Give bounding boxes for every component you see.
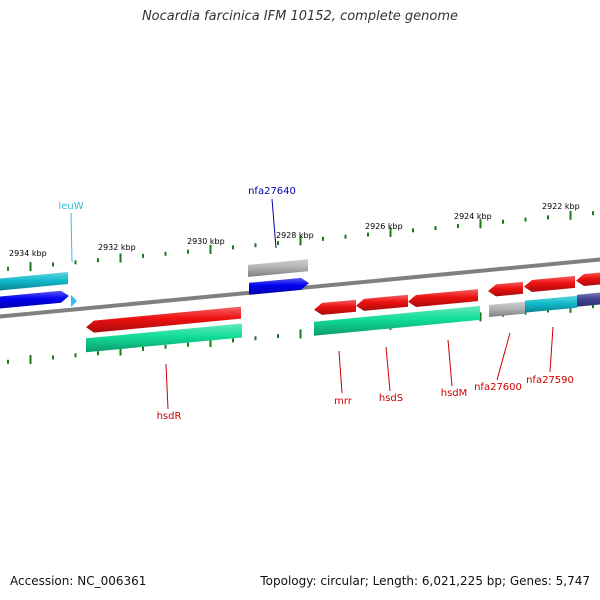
red-gene-arrow [576,272,600,286]
gene-leader-line [165,363,169,410]
gene-leader-line [70,212,73,263]
gene-leader-line [549,326,554,373]
gene-leader-line [496,332,511,381]
gene-leader-line [447,339,453,387]
gene-leader-line [338,350,343,394]
hsdR-gene-arrow [86,306,241,333]
gene-label: nfa27600 [474,382,522,393]
gene-label: nfa27640 [248,186,296,197]
scale-label: 2932 kbp [98,243,136,252]
hsdS-gene-arrow [356,294,408,311]
scale-label: 2928 kbp [276,231,314,240]
cyan-gene-arrow [0,272,68,291]
genome-summary-label: Topology: circular; Length: 6,021,225 bp… [260,574,590,588]
gene-label: nfa27590 [526,375,574,386]
mrr-gene-arrow [314,299,356,315]
gene-label: hsdS [379,393,403,404]
gene-label: leuW [58,201,83,212]
leuW-gene-arrow [71,295,77,307]
red-gene-arrow [488,281,523,297]
navy-gene-arrow [577,292,600,307]
map-title: Nocardia farcinica IFM 10152, complete g… [141,9,459,24]
scale-label: 2924 kbp [454,212,492,221]
gene-leader-line [271,198,277,249]
gene-leader-line [385,346,391,392]
gray-gene-arrow [248,259,308,277]
gene-label: hsdM [441,388,468,399]
blue-gene-arrow [0,290,69,309]
red-gene-arrow [524,275,575,292]
hsdM-gene-arrow [408,289,478,307]
green-gene-arrow [86,323,242,353]
cyan-gene-arrow [525,295,577,313]
green-gene-arrow [314,305,480,336]
gene-label: hsdR [157,411,182,422]
scale-label: 2922 kbp [542,202,580,211]
nfa27640-gene-arrow [249,277,309,295]
gray-gene-arrow [489,301,525,317]
scale-label: 2930 kbp [187,237,225,246]
scale-label: 2934 kbp [9,249,47,258]
accession-label: Accession: NC_006361 [10,574,147,588]
gene-label: mrr [334,396,353,407]
scale-label: 2926 kbp [365,222,403,231]
